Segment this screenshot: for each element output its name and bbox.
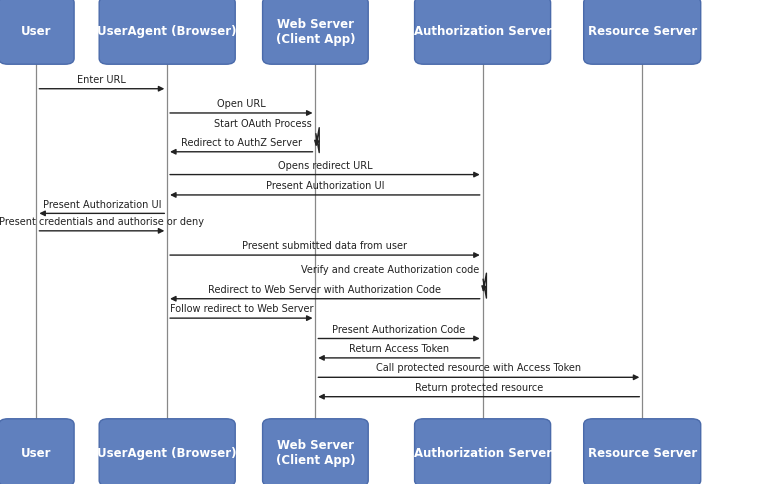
FancyBboxPatch shape [0,419,74,484]
Text: Return Access Token: Return Access Token [349,343,449,353]
Text: Resource Server: Resource Server [587,446,697,459]
Text: Start OAuth Process: Start OAuth Process [214,119,312,129]
Text: Opens redirect URL: Opens redirect URL [277,160,372,170]
FancyBboxPatch shape [0,0,74,65]
FancyBboxPatch shape [99,0,236,65]
Text: UserAgent (Browser): UserAgent (Browser) [97,446,237,459]
Text: Present Authorization UI: Present Authorization UI [43,199,161,209]
Text: UserAgent (Browser): UserAgent (Browser) [97,25,237,38]
Text: Redirect to Web Server with Authorization Code: Redirect to Web Server with Authorizatio… [208,284,442,294]
FancyBboxPatch shape [263,419,368,484]
FancyBboxPatch shape [584,0,701,65]
Text: Follow redirect to Web Server: Follow redirect to Web Server [169,303,313,314]
Text: Authorization Server: Authorization Server [413,25,552,38]
FancyBboxPatch shape [99,419,236,484]
Text: Web Server
(Client App): Web Server (Client App) [276,17,355,45]
Text: Open URL: Open URL [217,99,266,109]
Text: Present Authorization Code: Present Authorization Code [332,324,466,334]
Text: Call protected resource with Access Token: Call protected resource with Access Toke… [376,363,581,373]
Text: User: User [21,446,52,459]
FancyBboxPatch shape [415,419,550,484]
Text: Verify and create Authorization code: Verify and create Authorization code [300,264,479,274]
Text: Web Server
(Client App): Web Server (Client App) [276,439,355,467]
Text: Authorization Server: Authorization Server [413,446,552,459]
Text: Redirect to AuthZ Server: Redirect to AuthZ Server [181,137,302,148]
Text: Resource Server: Resource Server [587,25,697,38]
Text: Present submitted data from user: Present submitted data from user [242,241,407,251]
FancyBboxPatch shape [263,0,368,65]
FancyBboxPatch shape [584,419,701,484]
Text: Return protected resource: Return protected resource [415,382,543,392]
Text: Present Authorization UI: Present Authorization UI [266,181,384,191]
FancyBboxPatch shape [415,0,550,65]
Text: User: User [21,25,52,38]
Text: Present credentials and authorise or deny: Present credentials and authorise or den… [0,216,204,227]
Text: Enter URL: Enter URL [78,75,126,85]
